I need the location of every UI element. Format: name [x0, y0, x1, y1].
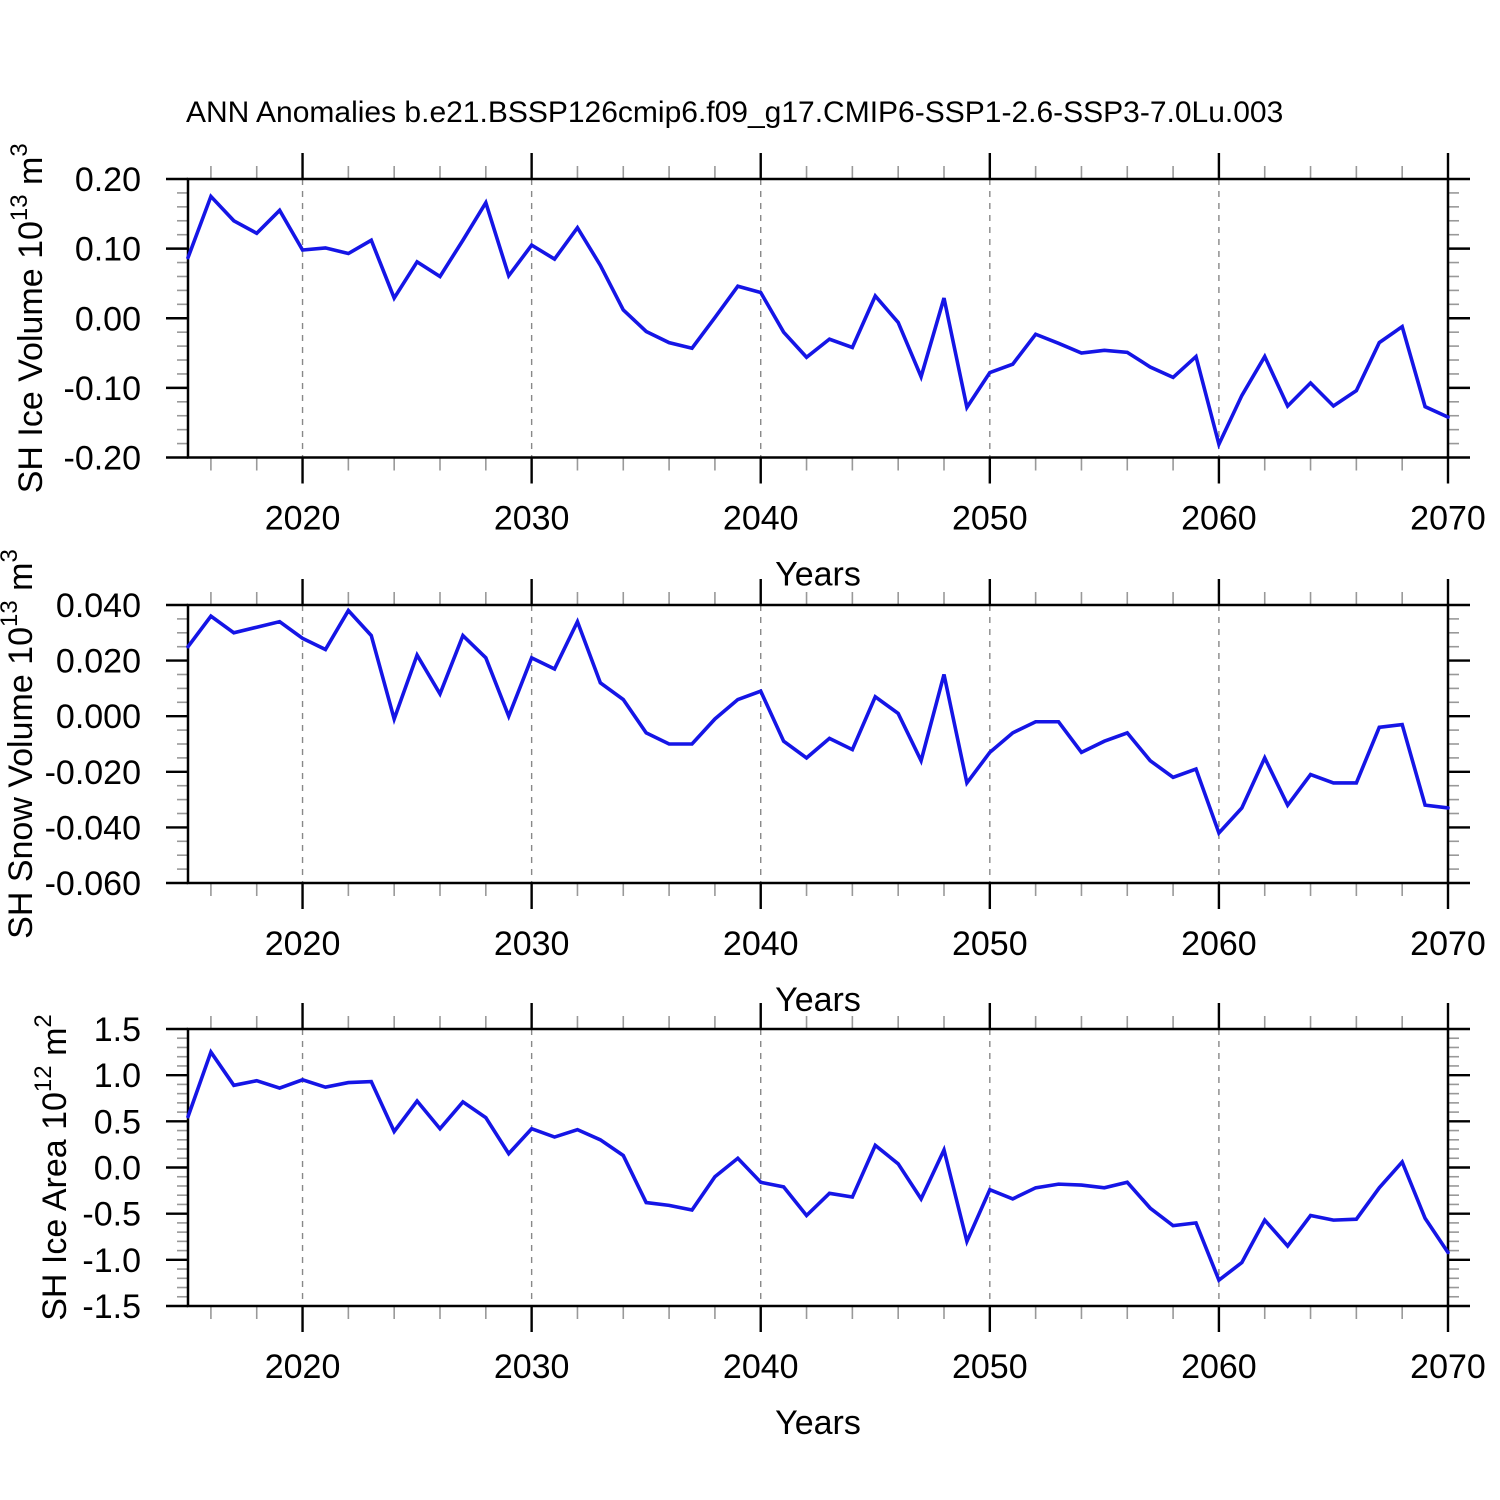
y-axis-title: SH Snow Volume 1013 m3 — [0, 549, 40, 939]
y-tick-label: 0.20 — [75, 161, 141, 199]
x-tick-label: 2030 — [494, 500, 570, 538]
plot-box — [186, 177, 1450, 459]
y-tick-label: 0.10 — [75, 231, 141, 269]
y-axis-title: SH Ice Area 1012 m2 — [30, 1014, 74, 1321]
panel-sh-snow-volume: 0.040 0.020 0.000 -0.020 -0.040 -0.060 2020 203… — [0, 549, 1486, 1019]
x-tick-label: 2020 — [265, 925, 341, 963]
y-tick-label: 0.5 — [94, 1103, 141, 1141]
y-tick-label: -0.10 — [64, 370, 142, 408]
x-tick-label: 2050 — [952, 1348, 1028, 1386]
y-tick-label: 0.020 — [56, 643, 141, 681]
x-tick-label: 2060 — [1181, 500, 1257, 538]
x-tick-label: 2060 — [1181, 1348, 1257, 1386]
y-tick-label: 1.5 — [94, 1011, 141, 1049]
x-tick-label: 2070 — [1410, 1348, 1486, 1386]
y-tick-label: 0.00 — [75, 300, 141, 338]
x-tick-label: 2050 — [952, 500, 1028, 538]
y-tick-label: 0.0 — [94, 1150, 141, 1188]
line-series-sh-ice-volume — [186, 193, 1450, 450]
x-tick-label: 2020 — [265, 1348, 341, 1386]
x-tick-label: 2060 — [1181, 925, 1257, 963]
panel-sh-ice-volume: 0.20 0.10 0.00 -0.10 -0.20 2020 2030 2040 2050 20… — [6, 143, 1486, 593]
y-axis-title: SH Ice Volume 1013 m3 — [6, 143, 50, 493]
plot-box — [186, 603, 1450, 885]
y-tick-label: 1.0 — [94, 1057, 141, 1095]
chart-title: ANN Anomalies b.e21.BSSP126cmip6.f09_g17… — [186, 96, 1284, 129]
x-tick-label: 2040 — [723, 1348, 799, 1386]
y-tick-label: -0.20 — [64, 440, 142, 478]
x-tick-label: 2020 — [265, 500, 341, 538]
plot-box — [186, 1027, 1450, 1308]
x-tick-label: 2070 — [1410, 925, 1486, 963]
x-tick-label: 2030 — [494, 1348, 570, 1386]
y-tick-label: -1.0 — [82, 1242, 141, 1280]
x-axis-title: Years — [775, 556, 861, 594]
x-axis-title: Years — [775, 1404, 861, 1442]
x-tick-label: 2040 — [723, 500, 799, 538]
x-tick-label: 2040 — [723, 925, 799, 963]
y-tick-label: 0.000 — [56, 698, 141, 736]
y-tick-label: 0.040 — [56, 587, 141, 625]
x-tick-label: 2030 — [494, 925, 570, 963]
y-tick-label: -0.5 — [82, 1196, 141, 1234]
x-tick-label: 2070 — [1410, 500, 1486, 538]
x-axis-title: Years — [775, 981, 861, 1019]
y-tick-label: -1.5 — [82, 1288, 141, 1326]
y-tick-label: -0.020 — [45, 754, 141, 792]
x-tick-label: 2050 — [952, 925, 1028, 963]
line-series-sh-ice-area — [186, 1048, 1450, 1284]
y-tick-label: -0.040 — [45, 809, 141, 847]
line-series-sh-snow-volume — [186, 607, 1450, 837]
y-tick-label: -0.060 — [45, 865, 141, 903]
panel-sh-ice-area: 1.5 1.0 0.5 0.0 -0.5 -1.0 -1.5 2020 2030 2040 2050… — [30, 1003, 1486, 1442]
